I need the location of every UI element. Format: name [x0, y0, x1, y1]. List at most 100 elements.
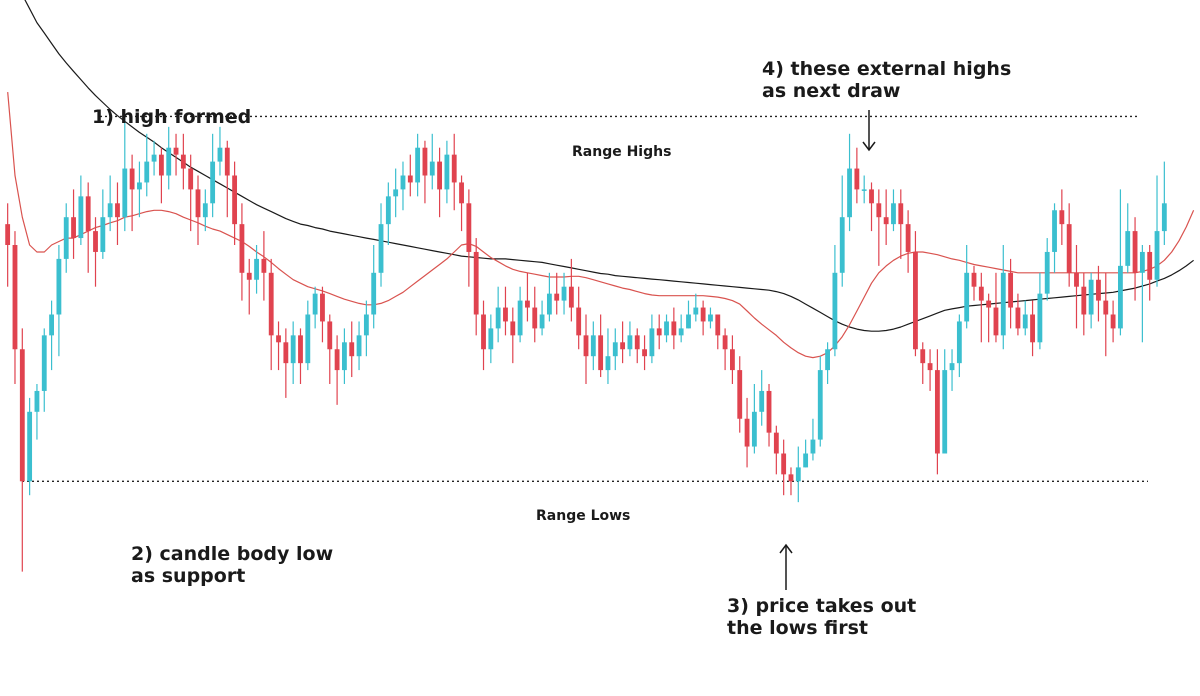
candle-body-up [627, 335, 633, 350]
candle-body-up [495, 307, 501, 329]
candle-body-down [1074, 272, 1079, 287]
lows-taken-arrow-head [779, 543, 793, 554]
candle-body-down [239, 224, 245, 273]
candle-body-up [891, 203, 896, 225]
candle-body-up [612, 342, 618, 357]
candle-body-up [363, 314, 369, 336]
candle-body-down [927, 363, 933, 371]
candle-body-down [1132, 231, 1138, 273]
candle-body-down [993, 307, 999, 336]
candle-body-up [254, 258, 259, 280]
candle-body-up [810, 439, 816, 454]
candle-body-down [129, 168, 135, 190]
candle-body-down [451, 154, 457, 183]
candle-body-down [1030, 314, 1035, 343]
candle-body-up [371, 272, 377, 315]
candle-body-up [1037, 293, 1043, 343]
candle-body-up [1154, 231, 1160, 280]
candle-body-up [759, 390, 765, 412]
candle-body-up [708, 314, 713, 322]
candle-body-up [415, 147, 421, 183]
range-highs-label: Range Highs [566, 144, 678, 160]
annotation-line: 4) these external highs [762, 58, 1012, 80]
candle-body-down [671, 321, 677, 336]
candle-body-up [605, 356, 611, 371]
annotation-body-low-support: 2) candle body low as support [131, 543, 333, 587]
candle-body-down [920, 349, 926, 364]
candle-body-down [554, 293, 560, 301]
candle-body-up [312, 293, 318, 315]
annotation-line: 1) high formed [92, 106, 252, 128]
annotation-line: 3) price takes out [727, 595, 917, 617]
candle-body-up [1052, 210, 1057, 252]
candle-body-down [788, 474, 794, 482]
annotation-line: 2) candle body low [131, 543, 334, 565]
candle-body-down [1096, 279, 1101, 301]
candle-body-down [261, 258, 267, 273]
candle-body-down [971, 272, 977, 287]
candle-body-down [115, 203, 120, 218]
candle-body-down [19, 349, 25, 482]
candle-body-up [942, 370, 948, 454]
candle-body-down [320, 293, 325, 322]
candle-body-down [898, 203, 904, 225]
candle-body-up [56, 258, 62, 315]
candle-body-up [305, 314, 311, 364]
candle-body-down [71, 217, 76, 239]
candle-body-up [378, 224, 384, 273]
candle-body-up [517, 300, 523, 336]
candle-body-up [693, 307, 699, 315]
candle-body-down [1103, 300, 1109, 315]
candle-body-down [12, 245, 18, 350]
annotation-line: as next draw [762, 80, 901, 102]
candle-body-up [488, 328, 494, 350]
candle-body-down [93, 231, 98, 252]
candle-body-down [1147, 251, 1153, 280]
candle-body-down [913, 251, 918, 350]
range-lows-label: Range Lows [530, 508, 637, 524]
candle-body-down [978, 286, 984, 301]
candle-body-down [598, 335, 604, 371]
candle-body-up [803, 453, 809, 468]
candle-body-up [49, 314, 55, 336]
candle-body-up [861, 189, 867, 191]
candle-body-up [1000, 272, 1006, 336]
candle-body-down [349, 342, 355, 357]
candle-body-up [290, 335, 296, 364]
candle-body-up [817, 370, 823, 440]
candle-body-down [459, 182, 464, 204]
candle-body-down [510, 321, 516, 336]
candle-body-up [649, 328, 655, 357]
candle-body-up [1161, 203, 1167, 232]
candle-body-down [503, 307, 508, 322]
candle-body-up [166, 147, 172, 176]
candle-body-up [539, 314, 545, 329]
candle-body-down [634, 335, 640, 350]
candle-body-down [869, 189, 874, 204]
candle-body-down [876, 203, 882, 218]
candle-body-down [781, 453, 787, 475]
candle-body-down [268, 272, 274, 336]
candle-body-down [283, 342, 289, 364]
candle-body-down [883, 217, 889, 225]
candle-body-up [839, 217, 845, 273]
candle-body-up [217, 147, 223, 162]
candle-body-down [737, 370, 743, 419]
candle-body-up [561, 286, 567, 301]
candle-body-up [751, 411, 757, 447]
candle-body-down [532, 307, 538, 329]
candle-body-up [400, 175, 406, 190]
candle-body-up [393, 189, 399, 197]
candle-body-up [1088, 279, 1094, 315]
candle-body-down [642, 349, 647, 357]
external-highs-arrow-head [862, 141, 876, 152]
candle-body-down [1059, 210, 1065, 225]
candle-body-up [590, 335, 596, 357]
annotation-takes-out-lows: 3) price takes out the lows first [727, 595, 916, 639]
candle-body-down [188, 168, 194, 190]
candle-body-down [5, 224, 11, 245]
candle-body-up [151, 154, 157, 162]
candle-body-down [85, 196, 91, 232]
annotation-line: the lows first [727, 617, 868, 639]
candle-body-up [825, 349, 831, 371]
